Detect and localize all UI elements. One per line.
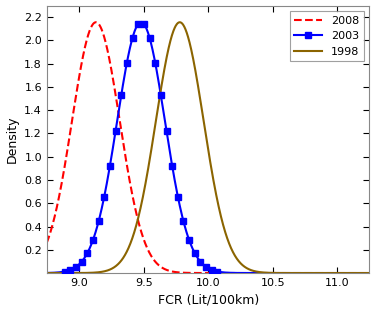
1998 (159, 87, 163, 91)
Line: 1998: 1998 (0, 22, 375, 273)
Y-axis label: Density: Density (6, 115, 18, 163)
Legend: 2008, 2003, 1998: 2008, 2003, 1998 (290, 11, 364, 61)
2008 (131, 197, 135, 201)
2008 (94, 20, 98, 24)
2003 (139, 20, 143, 24)
2003 (159, 95, 164, 99)
1998 (131, 234, 135, 238)
X-axis label: FCR (Lit/100km): FCR (Lit/100km) (158, 294, 259, 306)
Line: 2003: 2003 (0, 22, 375, 273)
1998 (178, 20, 182, 24)
2008 (159, 265, 164, 269)
2003 (131, 34, 135, 38)
Line: 2008: 2008 (0, 22, 375, 273)
